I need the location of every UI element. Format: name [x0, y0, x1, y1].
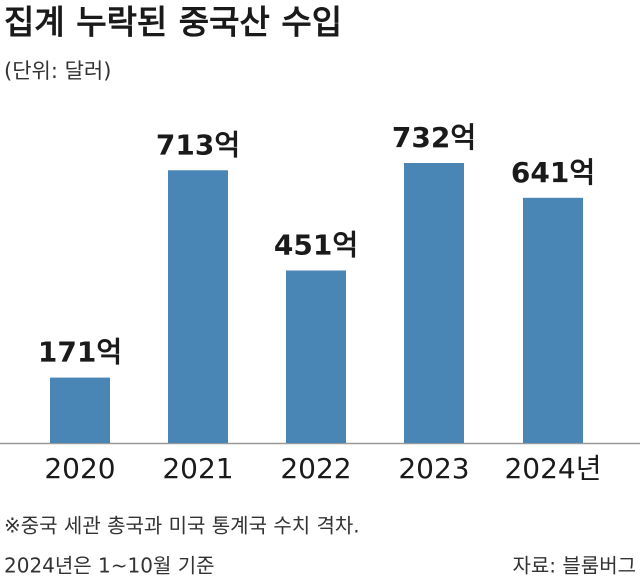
x-tick-label: 2022: [280, 452, 351, 485]
bar: [50, 377, 110, 443]
x-tick-label: 2024년: [504, 452, 601, 485]
x-tick-label: 2021: [162, 452, 233, 485]
x-tick-label: 2023: [398, 452, 469, 485]
value-label: 641억: [511, 156, 595, 189]
chart-subtitle: (단위: 달러): [4, 59, 111, 83]
value-label: 732억: [392, 121, 476, 154]
bar: [523, 197, 583, 443]
bar: [286, 270, 346, 443]
bar: [404, 163, 464, 443]
bar: [168, 170, 228, 443]
source: 자료: 블룸버그: [513, 554, 637, 578]
value-label: 171억: [38, 336, 122, 369]
value-label: 713억: [156, 128, 240, 161]
note: 2024년은 1~10월 기준: [4, 554, 215, 578]
x-tick-label: 2020: [44, 452, 115, 485]
note: ※중국 세관 총국과 미국 통계국 수치 격차.: [4, 514, 360, 538]
chart-title: 집계 누락된 중국산 수입: [4, 3, 342, 42]
value-label: 451억: [274, 228, 358, 261]
